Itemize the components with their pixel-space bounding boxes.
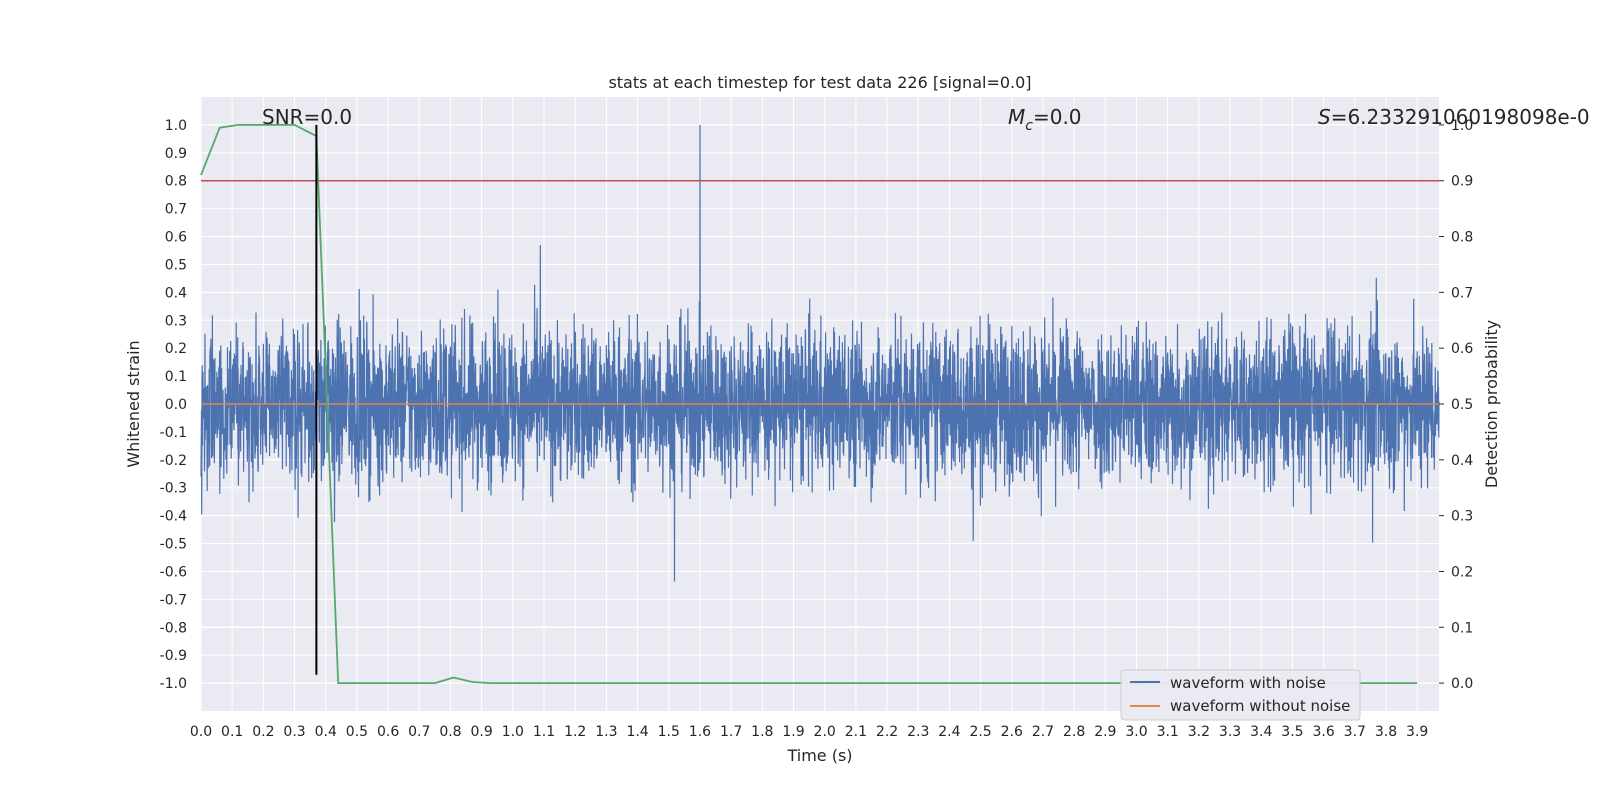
x-tick-label: 1.7 <box>720 724 742 740</box>
x-tick-label: 0.5 <box>346 724 368 740</box>
y-axis-label: Whitened strain <box>124 340 143 467</box>
x-tick-label: 3.2 <box>1188 724 1210 740</box>
x-tick-label: 3.4 <box>1250 724 1272 740</box>
x-tick-label: 2.8 <box>1063 724 1085 740</box>
x-tick-label: 3.5 <box>1281 724 1303 740</box>
y-tick-label: -0.6 <box>160 564 187 580</box>
x-tick-label: 2.1 <box>845 724 867 740</box>
detection-probability-line <box>200 124 1418 684</box>
y2-tick-label: 0.0 <box>1451 676 1473 692</box>
x-axis-label: Time (s) <box>786 746 852 765</box>
x-tick-label: 1.5 <box>658 724 680 740</box>
x-tick-label: 0.8 <box>439 724 461 740</box>
x-tick-label: 1.8 <box>751 724 773 740</box>
y2-tick-label: 0.4 <box>1451 453 1473 469</box>
x-tick-label: 1.9 <box>782 724 804 740</box>
x-tick-label: 2.6 <box>1001 724 1023 740</box>
y2-tick-label: 0.6 <box>1451 341 1473 357</box>
series-waveform-with-noise <box>200 124 1440 582</box>
y-tick-label: 0.8 <box>165 174 187 190</box>
x-tick-label: 1.6 <box>689 724 711 740</box>
y-tick-label: 0.6 <box>165 230 187 246</box>
y-tick-label: -0.4 <box>160 509 187 525</box>
chart-title: stats at each timestep for test data 226… <box>608 73 1031 92</box>
x-tick-label: 2.5 <box>969 724 991 740</box>
x-tick-labels: 0.0 0.1 0.2 0.3 0.4 0.5 0.6 0.7 0.8 0.9 1.0 1.1 1.2 1… <box>190 724 1428 740</box>
x-tick-label: 1.0 <box>502 724 524 740</box>
annotation-mc: Mc=0.0 <box>1008 105 1082 134</box>
y-tick-label: -0.2 <box>160 453 187 469</box>
x-tick-label: 2.0 <box>814 724 836 740</box>
y2-tick-label: 0.7 <box>1451 285 1473 301</box>
legend-label-clean: waveform without noise <box>1170 697 1350 715</box>
y2-tick-label: 0.2 <box>1451 564 1473 580</box>
x-tick-label: 3.8 <box>1375 724 1397 740</box>
x-tick-label: 0.2 <box>252 724 274 740</box>
y-tick-label: -0.9 <box>160 648 187 664</box>
y-tick-label: -0.1 <box>160 425 187 441</box>
y-tick-labels: 1.0 0.9 0.8 0.7 0.6 0.5 0.4 0.3 0.2 0.1 0.0 -0.1 -0.… <box>160 118 187 692</box>
x-tick-label: 0.6 <box>377 724 399 740</box>
x-tick-label: 3.7 <box>1344 724 1366 740</box>
x-tick-label: 2.4 <box>938 724 960 740</box>
y2-tick-label: 0.8 <box>1451 230 1473 246</box>
y2-tick-label: 0.1 <box>1451 620 1473 636</box>
annotation-s: S=6.233291060198098e-0 <box>1318 105 1590 129</box>
y-tick-label: 0.1 <box>165 369 187 385</box>
y2-axis-label: Detection probability <box>1482 320 1501 488</box>
y-tick-label: -0.7 <box>160 592 187 608</box>
x-tick-label: 0.1 <box>221 724 243 740</box>
y-tick-label: -0.8 <box>160 620 187 636</box>
y2-tick-label: 0.5 <box>1451 397 1473 413</box>
y-tick-label: 0.3 <box>165 313 187 329</box>
y-tick-label: -0.5 <box>160 537 187 553</box>
y2-tick-label: 1.0 <box>1451 118 1473 134</box>
legend: waveform with noise waveform without noi… <box>1120 669 1361 721</box>
y2-tick-label: 0.3 <box>1451 509 1473 525</box>
y-tick-label: 0.5 <box>165 257 187 273</box>
y2-tick-labels: 1.0 0.9 0.8 0.7 0.6 0.5 0.4 0.3 0.2 0.1 0.0 <box>1439 118 1473 692</box>
y2-tick-label: 0.9 <box>1451 174 1473 190</box>
x-tick-label: 1.2 <box>564 724 586 740</box>
y-tick-label: -1.0 <box>160 676 187 692</box>
annotation-mc-sub: c <box>1025 118 1033 134</box>
annotation-s-symbol: S <box>1318 105 1331 129</box>
y-tick-label: 0.0 <box>165 397 187 413</box>
x-tick-label: 1.3 <box>595 724 617 740</box>
x-tick-label: 1.4 <box>626 724 648 740</box>
waveform-with-noise-line <box>200 124 1440 582</box>
y-tick-label: 0.2 <box>165 341 187 357</box>
annotation-s-value: =6.233291060198098e-0 <box>1331 105 1590 129</box>
x-tick-label: 0.3 <box>283 724 305 740</box>
x-tick-label: 2.3 <box>907 724 929 740</box>
overlays <box>200 124 1439 684</box>
x-tick-label: 3.3 <box>1219 724 1241 740</box>
legend-box <box>1120 669 1361 721</box>
annotation-mc-value: =0.0 <box>1033 105 1082 129</box>
x-tick-label: 1.1 <box>533 724 555 740</box>
x-tick-label: 2.2 <box>876 724 898 740</box>
x-tick-label: 0.4 <box>315 724 337 740</box>
x-tick-label: 2.9 <box>1094 724 1116 740</box>
y-tick-label: 0.4 <box>165 285 187 301</box>
legend-label-noise: waveform with noise <box>1170 674 1326 692</box>
x-tick-label: 3.0 <box>1125 724 1147 740</box>
y-tick-label: -0.3 <box>160 481 187 497</box>
annotation-snr: SNR=0.0 <box>262 105 352 129</box>
x-tick-label: 0.7 <box>408 724 430 740</box>
x-tick-label: 2.7 <box>1032 724 1054 740</box>
x-tick-label: 0.9 <box>471 724 493 740</box>
x-tick-label: 3.9 <box>1406 724 1428 740</box>
x-tick-label: 3.6 <box>1312 724 1334 740</box>
x-tick-label: 3.1 <box>1157 724 1179 740</box>
y-tick-label: 1.0 <box>165 118 187 134</box>
x-tick-label: 0.0 <box>190 724 212 740</box>
y-tick-label: 0.7 <box>165 202 187 218</box>
y-tick-label: 0.9 <box>165 146 187 162</box>
annotation-mc-symbol: M <box>1008 105 1025 129</box>
